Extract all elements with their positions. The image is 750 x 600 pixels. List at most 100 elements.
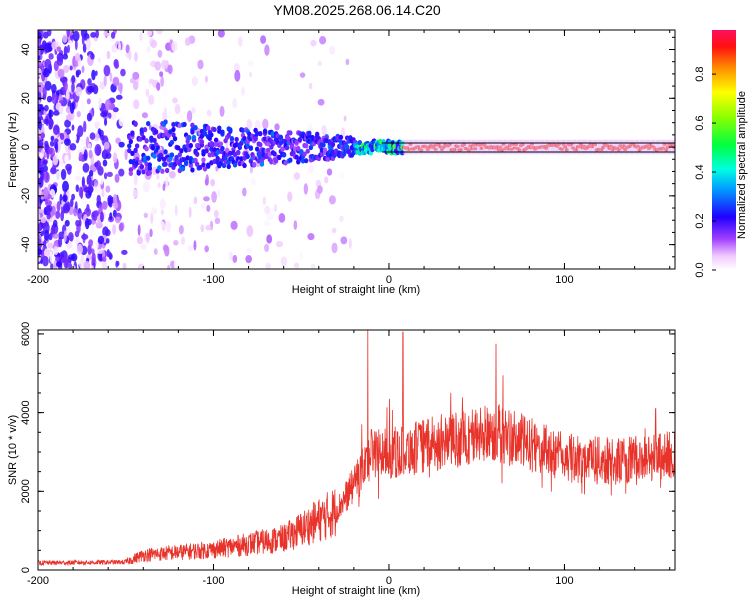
noise-cell <box>186 110 193 123</box>
band-halo <box>634 139 640 155</box>
noise-cell <box>265 262 271 269</box>
noise-cell <box>197 59 204 70</box>
band-cell <box>245 139 250 145</box>
band-cell <box>188 142 194 149</box>
noise-cell <box>149 228 153 238</box>
noise-cell <box>100 111 108 118</box>
noise-cell <box>62 203 70 214</box>
band-cell <box>206 162 211 168</box>
band-cell <box>357 139 363 146</box>
band-halo <box>571 139 577 155</box>
band-cell <box>160 168 165 174</box>
noise-cell <box>40 230 45 237</box>
noise-cell <box>168 170 176 179</box>
band-halo <box>508 139 514 155</box>
noise-cell <box>65 114 73 121</box>
noise-cell <box>69 143 77 151</box>
noise-cell <box>40 216 47 224</box>
band-halo <box>513 139 519 155</box>
noise-cell <box>78 186 83 198</box>
noise-cell <box>89 132 96 140</box>
noise-cell <box>55 210 61 219</box>
noise-cell <box>83 120 87 133</box>
noise-cell <box>232 254 238 263</box>
noise-cell <box>260 35 267 44</box>
noise-cell <box>69 102 75 114</box>
noise-cell <box>329 46 336 55</box>
band-cell <box>215 155 220 162</box>
noise-cell <box>159 198 166 210</box>
noise-cell <box>38 48 41 56</box>
noise-cell <box>136 236 143 245</box>
band-cell <box>236 150 241 156</box>
noise-cell <box>69 65 73 71</box>
noise-cell <box>112 224 117 235</box>
band-halo <box>518 139 524 155</box>
noise-cell <box>72 30 80 42</box>
noise-cell <box>217 30 225 38</box>
noise-cell <box>38 248 43 256</box>
band-cell <box>281 138 287 144</box>
band-cell <box>146 155 151 161</box>
band-cell <box>303 158 309 164</box>
noise-cell <box>228 251 233 261</box>
noise-cell <box>156 30 163 35</box>
band-cell <box>161 132 167 138</box>
noise-cell <box>293 60 297 71</box>
band-cell <box>164 167 170 174</box>
band-cell <box>278 134 284 140</box>
noise-cell <box>60 210 64 222</box>
noise-cell <box>101 189 105 198</box>
x-tick-label: -100 <box>202 575 224 587</box>
noise-cell <box>172 97 178 104</box>
snr-series-line <box>38 330 675 567</box>
noise-cell <box>245 255 253 264</box>
band-cell <box>138 159 143 165</box>
noise-cell <box>59 132 65 141</box>
noise-cell <box>157 49 163 58</box>
y-tick-label: 0 <box>20 567 32 573</box>
noise-cell <box>57 140 61 153</box>
noise-cell <box>103 141 110 150</box>
noise-cell <box>86 98 91 105</box>
snr-frame <box>37 329 676 571</box>
band-cell <box>204 148 209 154</box>
noise-cell <box>81 34 85 46</box>
band-cell <box>300 158 306 164</box>
band-halo <box>639 139 645 155</box>
band-cell <box>338 134 344 140</box>
noise-cell <box>52 219 58 228</box>
noise-cell <box>206 109 212 117</box>
noise-cell <box>87 218 92 226</box>
noise-cell <box>88 179 94 187</box>
noise-cell <box>205 224 212 231</box>
noise-cell <box>264 205 271 215</box>
noise-cell <box>63 45 68 56</box>
band-cell <box>142 127 148 133</box>
noise-cell <box>163 107 167 118</box>
noise-cell <box>348 238 352 250</box>
noise-cell <box>299 72 306 78</box>
noise-cell <box>287 191 293 202</box>
noise-cell <box>62 34 68 43</box>
band-halo <box>618 139 624 155</box>
noise-cell <box>38 119 42 131</box>
noise-cell <box>70 198 74 207</box>
band-cell <box>202 166 208 172</box>
noise-cell <box>66 166 72 175</box>
noise-cell <box>161 59 168 70</box>
noise-cell <box>44 80 52 91</box>
noise-cell <box>74 201 78 211</box>
band-cell <box>141 135 146 141</box>
band-halo <box>581 139 587 155</box>
noise-cell <box>109 253 113 260</box>
noise-cell <box>114 173 120 183</box>
noise-cell <box>153 248 158 255</box>
band-cell <box>226 132 231 138</box>
band-cell <box>155 145 160 151</box>
noise-cell <box>233 63 240 72</box>
noise-cell <box>74 175 82 182</box>
noise-cell <box>102 159 108 167</box>
band-halo <box>560 139 566 155</box>
